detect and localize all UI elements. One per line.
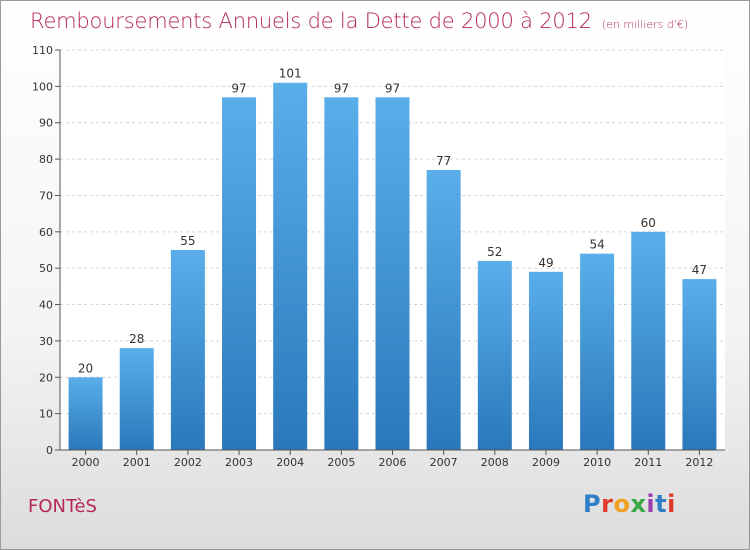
bar-value-label: 55 (180, 234, 195, 248)
bar (426, 170, 461, 450)
logo-letter: o (613, 490, 631, 518)
x-tick-label: 2006 (379, 456, 407, 469)
y-tick-label: 10 (39, 408, 53, 421)
x-tick-label: 2001 (123, 456, 151, 469)
y-tick-label: 30 (39, 335, 53, 348)
bar (119, 348, 154, 450)
chart-subtitle: (en milliers d'€) (601, 18, 689, 31)
proxiti-logo[interactable]: Proxiti (583, 490, 676, 518)
logo-letter: i (667, 490, 676, 518)
y-axis: 0 10 20 30 40 50 60 70 80 90 100 110 (32, 44, 61, 457)
bar (580, 253, 615, 450)
bar-value-label: 49 (538, 256, 553, 270)
x-tick-label: 2008 (481, 456, 509, 469)
y-tick-label: 100 (32, 80, 53, 93)
bar-value-label: 97 (231, 81, 246, 95)
bar (68, 377, 103, 450)
bar (273, 82, 308, 451)
bar-value-label: 97 (334, 81, 349, 95)
logo-letter: r (601, 490, 614, 518)
x-tick-label: 2003 (225, 456, 253, 469)
x-tick-label: 2000 (72, 456, 100, 469)
y-tick-label: 70 (39, 189, 53, 202)
bar-value-label: 60 (641, 216, 656, 230)
x-tick-label: 2002 (174, 456, 202, 469)
x-tick-label: 2010 (583, 456, 611, 469)
bar (170, 250, 205, 450)
logo-letter: x (630, 490, 647, 518)
bar-value-label: 47 (692, 263, 707, 277)
logo-letter: P (583, 490, 602, 518)
bar (375, 97, 410, 450)
commune-name: FONTèS (28, 496, 97, 517)
bar-value-label: 97 (385, 81, 400, 95)
bar (477, 260, 512, 450)
logo-letter: i (646, 490, 656, 518)
bar (682, 279, 717, 450)
x-tick-label: 2009 (532, 456, 560, 469)
x-tick-label: 2005 (327, 456, 355, 469)
logo-letter: t (655, 490, 668, 518)
bar (324, 97, 359, 450)
y-tick-label: 60 (39, 226, 53, 239)
chart-title: Remboursements Annuels de la Dette de 20… (30, 9, 688, 33)
x-axis: 2000 2001 2002 2003 2004 2005 2006 2007 2008 2009… (60, 449, 725, 469)
y-tick-label: 110 (32, 44, 53, 57)
bars: 20 28 55 97 101 97 97 77 52 49 54 60 47 (68, 67, 717, 451)
y-tick-label: 50 (39, 262, 53, 275)
y-tick-label: 20 (39, 371, 53, 384)
bar-value-label: 28 (129, 332, 144, 346)
title-text: Remboursements Annuels de la Dette de 20… (30, 9, 592, 33)
x-tick-label: 2012 (685, 456, 713, 469)
bar-value-label: 54 (589, 238, 604, 252)
bar (528, 271, 563, 450)
y-tick-label: 0 (46, 444, 53, 457)
bar-value-label: 20 (78, 361, 93, 375)
y-tick-label: 80 (39, 153, 53, 166)
x-tick-label: 2004 (276, 456, 304, 469)
bar-value-label: 77 (436, 154, 451, 168)
x-tick-label: 2011 (634, 456, 662, 469)
bar-value-label: 52 (487, 245, 502, 259)
y-tick-label: 40 (39, 299, 53, 312)
x-tick-label: 2007 (430, 456, 458, 469)
bar (631, 231, 666, 450)
bar-value-label: 101 (279, 67, 302, 81)
bar (222, 97, 257, 450)
y-tick-label: 90 (39, 117, 53, 130)
